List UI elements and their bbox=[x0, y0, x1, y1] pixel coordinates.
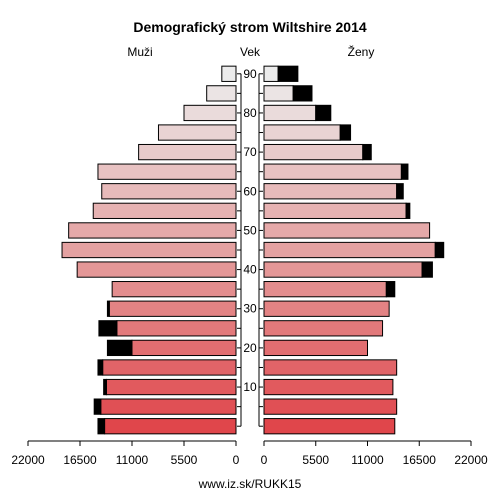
bar-male-90+ bbox=[221, 65, 237, 82]
bar-female-80-84 bbox=[263, 104, 317, 122]
bar-male-20-24 bbox=[131, 339, 237, 357]
bar-female-40-44 bbox=[263, 261, 423, 278]
bar-female-25-29 bbox=[263, 320, 384, 337]
age-tick-label: 50 bbox=[243, 223, 257, 237]
female-bars bbox=[263, 65, 445, 435]
x-tick-label-right: 22000 bbox=[454, 453, 488, 467]
x-tick-label-left: 0 bbox=[233, 453, 240, 467]
age-tick-label: 10 bbox=[243, 380, 257, 394]
bar-female-excess-90+ bbox=[277, 65, 299, 82]
bar-female-20-24 bbox=[263, 339, 368, 357]
age-tick-label: 40 bbox=[243, 263, 257, 277]
bar-female-75-79 bbox=[263, 124, 341, 141]
bar-female-excess-70-74 bbox=[362, 143, 372, 161]
bar-female-10-14 bbox=[263, 378, 394, 396]
right-label: Ženy bbox=[348, 44, 375, 59]
age-axis: 10 20 30 40 50 60 70 80 90 bbox=[237, 67, 263, 427]
age-tick-label: 70 bbox=[243, 145, 257, 159]
bar-female-15-19 bbox=[263, 359, 398, 376]
bar-male-excess-0-4 bbox=[97, 418, 106, 435]
bar-male-5-9 bbox=[100, 398, 237, 415]
bar-male-excess-5-9 bbox=[93, 398, 102, 415]
x-tick-label-right: 0 bbox=[261, 453, 268, 467]
bar-male-30-34 bbox=[108, 300, 237, 317]
center-label: Vek bbox=[240, 45, 261, 59]
bar-female-55-59 bbox=[263, 202, 407, 219]
x-tick-label-left: 5500 bbox=[171, 453, 198, 467]
x-tick-label-left: 16500 bbox=[63, 453, 97, 467]
bar-male-excess-25-29 bbox=[98, 320, 118, 337]
x-tick-label-right: 5500 bbox=[302, 453, 329, 467]
x-tick-label-right: 11000 bbox=[351, 453, 384, 467]
bar-female-45-49 bbox=[263, 241, 436, 259]
bar-male-excess-20-24 bbox=[106, 339, 133, 357]
bar-male-0-4 bbox=[104, 418, 237, 435]
bar-female-excess-65-69 bbox=[400, 163, 409, 180]
bar-male-45-49 bbox=[61, 241, 237, 259]
age-tick-label: 80 bbox=[243, 106, 257, 120]
bar-male-excess-10-14 bbox=[103, 378, 107, 396]
bar-male-65-69 bbox=[97, 163, 237, 180]
bar-female-70-74 bbox=[263, 143, 364, 161]
bar-female-excess-45-49 bbox=[434, 241, 445, 259]
bar-male-85-89 bbox=[206, 85, 237, 102]
bar-female-60-64 bbox=[263, 183, 398, 200]
bar-female-5-9 bbox=[263, 398, 398, 415]
age-tick-label: 60 bbox=[243, 184, 257, 198]
bar-male-55-59 bbox=[92, 202, 237, 219]
bar-male-40-44 bbox=[76, 261, 237, 278]
bar-male-70-74 bbox=[138, 143, 237, 161]
bar-female-excess-80-84 bbox=[315, 104, 332, 122]
bar-male-35-39 bbox=[111, 281, 237, 298]
bar-female-excess-35-39 bbox=[385, 281, 396, 298]
male-bars bbox=[61, 65, 237, 435]
footer-url: www.iz.sk/RUKK15 bbox=[198, 477, 302, 491]
bar-female-50-54 bbox=[263, 222, 431, 239]
bar-female-30-34 bbox=[263, 300, 390, 317]
x-tick-label-left: 11000 bbox=[116, 453, 149, 467]
bar-male-excess-15-19 bbox=[97, 359, 104, 376]
bar-female-excess-85-89 bbox=[292, 85, 313, 102]
age-tick-label: 30 bbox=[243, 302, 257, 316]
bar-female-excess-40-44 bbox=[421, 261, 433, 278]
bar-male-80-84 bbox=[183, 104, 237, 122]
x-tick-label-right: 16500 bbox=[403, 453, 437, 467]
bar-male-excess-30-34 bbox=[106, 300, 110, 317]
bar-male-50-54 bbox=[68, 222, 237, 239]
bar-female-excess-55-59 bbox=[405, 202, 411, 219]
left-label: Muži bbox=[127, 45, 152, 59]
bar-male-60-64 bbox=[101, 183, 237, 200]
x-axis-right: 0 5500 11000 16500 22000 bbox=[261, 440, 488, 467]
bar-female-35-39 bbox=[263, 281, 387, 298]
bar-male-25-29 bbox=[116, 320, 237, 337]
bar-male-10-14 bbox=[105, 378, 237, 396]
bar-female-90+ bbox=[263, 65, 279, 82]
bar-male-15-19 bbox=[102, 359, 237, 376]
bar-female-excess-75-79 bbox=[339, 124, 352, 141]
age-tick-label: 90 bbox=[243, 67, 257, 81]
age-tick-label: 20 bbox=[243, 341, 257, 355]
bar-female-excess-60-64 bbox=[396, 183, 404, 200]
chart-title: Demografický strom Wiltshire 2014 bbox=[133, 19, 367, 35]
bar-female-65-69 bbox=[263, 163, 402, 180]
bar-female-85-89 bbox=[263, 85, 294, 102]
x-tick-label-left: 22000 bbox=[11, 453, 45, 467]
x-axis-left: 22000 16500 11000 5500 0 bbox=[11, 440, 240, 467]
bar-male-75-79 bbox=[157, 124, 237, 141]
bar-female-0-4 bbox=[263, 418, 396, 435]
